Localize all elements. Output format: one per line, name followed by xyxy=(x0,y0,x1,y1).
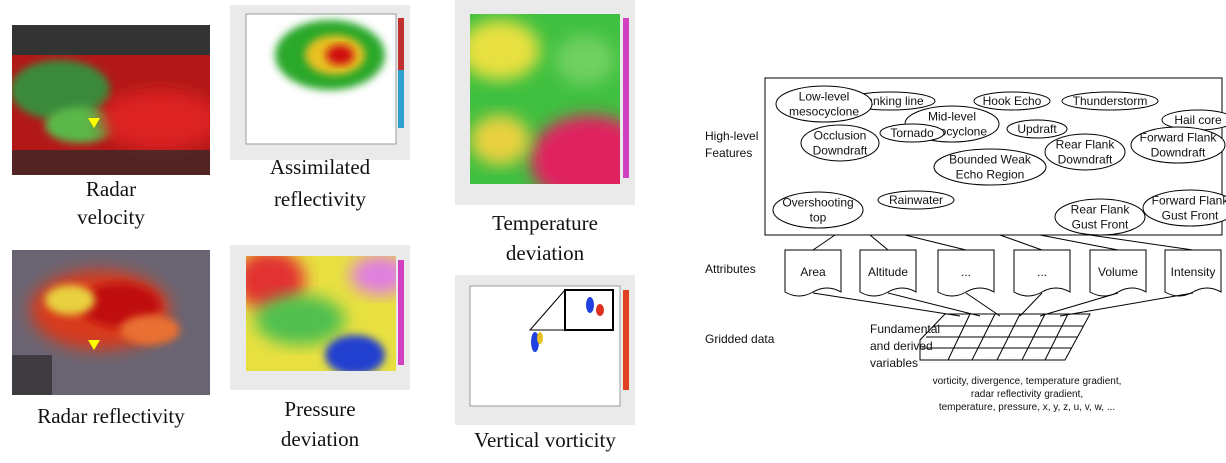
connector xyxy=(1019,292,1043,317)
attribute-label: Intensity xyxy=(1171,265,1216,279)
feature-label: Forward Flank xyxy=(1140,131,1218,145)
feature-label: Echo Region xyxy=(956,168,1025,182)
connector xyxy=(812,292,961,317)
feature-label: Thunderstorm xyxy=(1073,94,1148,108)
caption: Radar reflectivity xyxy=(37,404,185,428)
level-label: High-level xyxy=(705,129,758,143)
feature-ellipse xyxy=(933,148,1047,186)
level-label: Gridded data xyxy=(705,332,775,346)
level-label: Features xyxy=(705,146,752,160)
feature-label: mesocyclone xyxy=(789,105,859,119)
feature-label: top xyxy=(810,211,827,225)
connector xyxy=(965,292,1001,317)
feature-label: Gust Front xyxy=(1162,209,1219,223)
attribute-label: Volume xyxy=(1098,265,1138,279)
feature-ellipse xyxy=(1054,198,1146,236)
feature-label: Rear Flank xyxy=(1056,138,1116,152)
caption: Assimilated xyxy=(270,155,371,179)
radar-velocity-image xyxy=(12,25,210,175)
caption: Vertical vorticity xyxy=(474,428,616,452)
grid-label: Fundamental xyxy=(870,322,940,336)
caption: deviation xyxy=(506,241,585,265)
connector xyxy=(869,234,889,251)
attribute-label: Area xyxy=(800,265,826,279)
feature-ellipse xyxy=(1006,119,1068,139)
feature-label: Forward Flank xyxy=(1152,194,1226,208)
feature-label: Downdraft xyxy=(1151,146,1206,160)
radar-reflectivity-image xyxy=(12,250,210,395)
feature-ellipse xyxy=(1130,126,1226,164)
feature-label: Overshooting xyxy=(782,196,853,210)
pressure-deviation-image xyxy=(230,245,410,390)
feature-ellipse xyxy=(775,85,873,123)
assimilated-reflectivity-image xyxy=(230,5,410,160)
feature-ellipse xyxy=(772,191,864,229)
level-label: Attributes xyxy=(705,262,756,276)
attribute-doc xyxy=(937,249,995,297)
attribute-doc xyxy=(1013,249,1071,297)
feature-label: Mid-level xyxy=(928,110,976,124)
vertical-vorticity-image xyxy=(455,275,635,425)
variables: radar reflectivity gradient, xyxy=(971,389,1083,400)
attribute-label: Altitude xyxy=(868,265,908,279)
connector xyxy=(1089,234,1194,251)
connector xyxy=(1039,292,1119,317)
feature-label: Rainwater xyxy=(889,193,943,207)
connector xyxy=(1039,234,1119,251)
grid-label: and derived xyxy=(870,339,933,353)
feature-label: Tornado xyxy=(890,126,934,140)
attribute-doc xyxy=(1164,249,1222,297)
feature-ellipse xyxy=(879,123,945,143)
attribute-label: ... xyxy=(961,265,971,279)
feature-label: Occlusion xyxy=(814,129,867,143)
grid-icon xyxy=(919,313,1091,361)
caption: velocity xyxy=(77,205,145,229)
connector xyxy=(812,234,836,251)
temperature-deviation-image xyxy=(455,0,635,205)
attribute-doc xyxy=(859,249,917,297)
feature-label: Downdraft xyxy=(1058,153,1113,167)
feature-label: Bounded Weak xyxy=(949,153,1032,167)
feature-ellipse xyxy=(877,190,955,210)
caption: deviation xyxy=(281,427,360,451)
connector xyxy=(904,234,967,251)
caption: Temperature xyxy=(492,211,598,235)
feature-ellipse xyxy=(1044,133,1126,171)
feature-label: Updraft xyxy=(1017,122,1057,136)
feature-ellipse xyxy=(800,124,880,162)
connector xyxy=(887,292,981,317)
feature-ellipse xyxy=(1061,91,1159,111)
feature-label: Hail core xyxy=(1174,113,1222,127)
grid-label: variables xyxy=(870,356,918,370)
connector xyxy=(1059,292,1194,317)
feature-label: Rear Flank xyxy=(1071,203,1131,217)
connector xyxy=(999,234,1043,251)
feature-ellipse xyxy=(973,91,1051,111)
variables: temperature, pressure, x, y, z, u, v, w,… xyxy=(939,402,1115,413)
feature-label: Low-level xyxy=(799,90,850,104)
feature-label: Hook Echo xyxy=(983,94,1042,108)
feature-label: Gust Front xyxy=(1072,218,1129,232)
attribute-doc xyxy=(1089,249,1147,297)
attribute-doc xyxy=(784,249,842,297)
variables: vorticity, divergence, temperature gradi… xyxy=(933,376,1122,387)
caption: reflectivity xyxy=(274,187,367,211)
feature-label: Downdraft xyxy=(813,144,868,158)
feature-label: Flanking line xyxy=(856,94,924,108)
attribute-label: ... xyxy=(1037,265,1047,279)
caption: Radar xyxy=(86,177,136,201)
caption: Pressure xyxy=(284,397,355,421)
feature-ellipse xyxy=(1142,189,1226,227)
